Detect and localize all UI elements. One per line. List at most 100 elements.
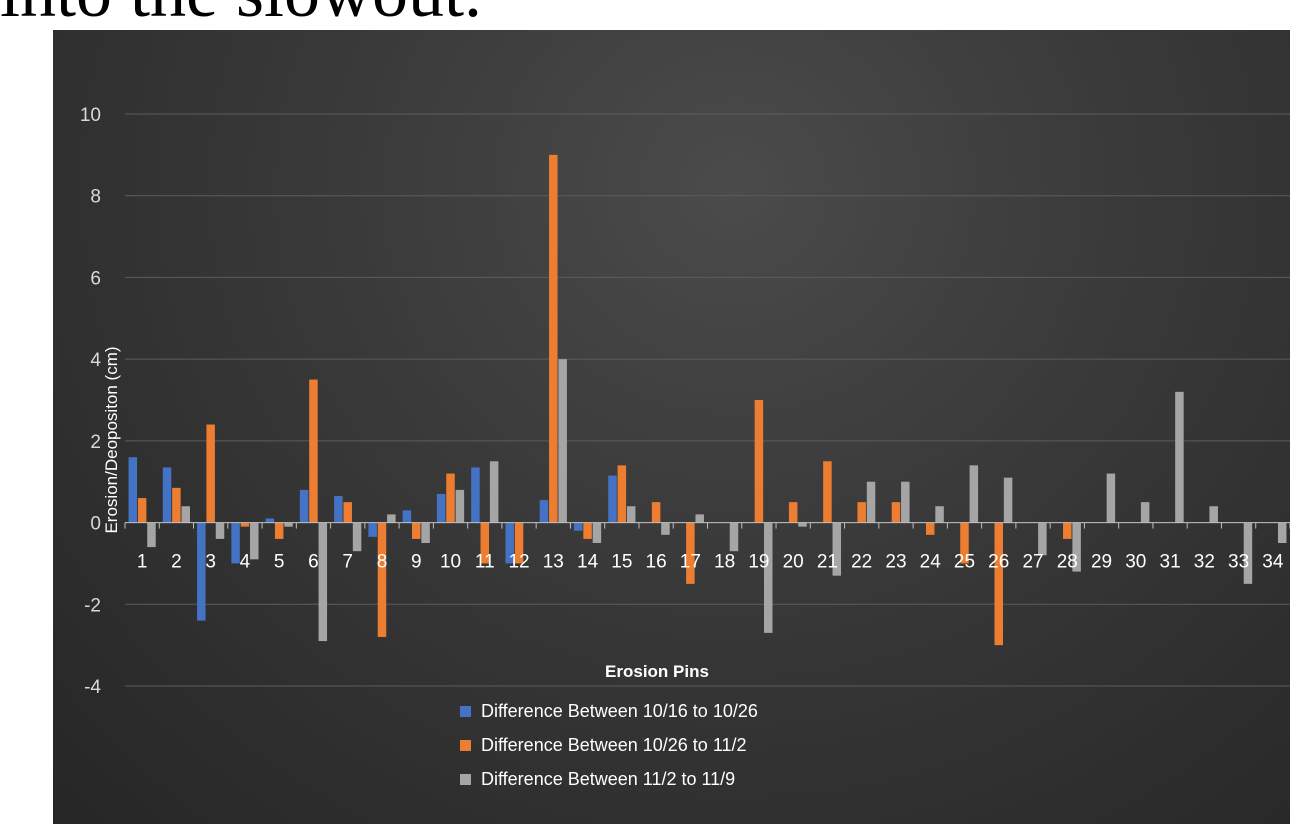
bar-series1-pin-7 bbox=[334, 496, 343, 523]
bar-series3-pin-32 bbox=[1209, 506, 1218, 523]
bar-series2-pin-17 bbox=[686, 522, 695, 584]
bar-series2-pin-25 bbox=[960, 522, 969, 564]
bar-series3-pin-25 bbox=[969, 465, 979, 523]
category-label: 7 bbox=[342, 552, 353, 573]
bar-series3-pin-31 bbox=[1175, 391, 1184, 523]
bar-series3-pin-24 bbox=[935, 506, 944, 523]
category-label: 5 bbox=[274, 552, 285, 573]
legend-swatch bbox=[460, 774, 471, 785]
y-tick-label: 8 bbox=[90, 187, 101, 208]
y-tick-label: 10 bbox=[80, 105, 101, 126]
bar-series3-pin-23 bbox=[901, 481, 910, 523]
y-tick-label: 0 bbox=[90, 514, 101, 535]
bar-series3-pin-9 bbox=[421, 522, 430, 543]
category-label: 16 bbox=[646, 552, 667, 573]
bar-series2-pin-28 bbox=[1063, 522, 1072, 539]
category-label: 22 bbox=[851, 552, 872, 573]
gridlines bbox=[125, 113, 1290, 687]
y-tick-label: 4 bbox=[90, 350, 101, 371]
bar-series2-pin-13 bbox=[549, 154, 558, 523]
category-labels: 1 2 3 4 5 6 7 8 9 10 11 12 13 14 15 16 17 18 19 20 21 22 23 24 2… bbox=[137, 552, 1284, 573]
legend-entry: Difference Between 11/2 to 11/9 bbox=[481, 769, 735, 789]
bar-series1-pin-4 bbox=[231, 522, 240, 564]
bar-series2-pin-26 bbox=[994, 522, 1003, 646]
bar-series3-pin-4 bbox=[250, 522, 259, 560]
category-label: 12 bbox=[508, 552, 529, 573]
bar-series3-pin-13 bbox=[558, 359, 567, 523]
category-label: 10 bbox=[440, 552, 461, 573]
bar-series3-pin-5 bbox=[284, 522, 293, 527]
category-label: 21 bbox=[817, 552, 838, 573]
bar-series3-pin-8 bbox=[387, 514, 396, 523]
bar-series3-pin-17 bbox=[695, 514, 704, 523]
bar-series1-pin-5 bbox=[265, 518, 275, 523]
bar-series2-pin-5 bbox=[274, 522, 284, 539]
bar-series3-pin-15 bbox=[626, 506, 636, 523]
category-label: 9 bbox=[411, 552, 422, 573]
bar-series1-pin-15 bbox=[608, 475, 617, 523]
bar-series2-pin-11 bbox=[480, 522, 490, 564]
legend-swatch bbox=[460, 740, 471, 751]
bar-series2-pin-20 bbox=[788, 502, 798, 523]
category-label: 15 bbox=[611, 552, 632, 573]
category-label: 17 bbox=[680, 552, 701, 573]
bar-series2-pin-10 bbox=[446, 473, 455, 523]
bar-series3-pin-28 bbox=[1072, 522, 1081, 572]
bar-series3-pin-3 bbox=[215, 522, 225, 539]
bar-series3-pin-21 bbox=[832, 522, 842, 576]
bar-series3-pin-2 bbox=[181, 506, 190, 523]
bar-series1-pin-9 bbox=[402, 510, 412, 523]
bar-series1-pin-3 bbox=[197, 522, 206, 621]
bar-series3-pin-27 bbox=[1038, 522, 1047, 556]
category-label: 27 bbox=[1022, 552, 1043, 573]
category-label: 28 bbox=[1057, 552, 1078, 573]
category-label: 13 bbox=[543, 552, 564, 573]
bar-series1-pin-1 bbox=[128, 457, 138, 523]
chart-area: -4 -2 0 2 4 6 8 10 1 2 3 4 5 6 7 8 9 10 11 12 13 14 15 16 17 18 1… bbox=[53, 30, 1290, 824]
bar-series2-pin-2 bbox=[172, 487, 181, 523]
bar-series3-pin-6 bbox=[318, 522, 328, 642]
category-label: 8 bbox=[377, 552, 388, 573]
bar-series1-pin-12 bbox=[505, 522, 514, 564]
bar-series3-pin-22 bbox=[866, 481, 876, 523]
bar-series3-pin-16 bbox=[661, 522, 670, 535]
y-tick-label: 2 bbox=[90, 432, 101, 453]
bar-series3-pin-30 bbox=[1140, 502, 1150, 523]
bar-series2-pin-9 bbox=[412, 522, 421, 539]
bar-series2-pin-22 bbox=[857, 502, 866, 523]
category-label: 32 bbox=[1194, 552, 1215, 573]
background-heading-text: into the slowout. bbox=[0, 0, 1290, 28]
bar-series1-pin-13 bbox=[539, 500, 549, 523]
bar-series2-pin-6 bbox=[309, 379, 318, 523]
bar-series3-pin-10 bbox=[455, 489, 465, 523]
y-axis-label: Erosion/Deopositon (cm) bbox=[102, 346, 121, 533]
y-tick-label: -4 bbox=[84, 677, 101, 698]
bar-series2-pin-14 bbox=[583, 522, 592, 539]
bar-series2-pin-12 bbox=[514, 522, 524, 564]
bar-series2-pin-21 bbox=[823, 461, 832, 523]
category-label: 4 bbox=[240, 552, 251, 573]
legend-entry: Difference Between 10/26 to 11/2 bbox=[481, 735, 747, 755]
bar-series1-pin-11 bbox=[471, 467, 480, 523]
bar-series1-pin-8 bbox=[368, 522, 377, 537]
category-label: 20 bbox=[783, 552, 804, 573]
bar-series3-pin-18 bbox=[729, 522, 739, 552]
category-label: 26 bbox=[988, 552, 1009, 573]
category-label: 29 bbox=[1091, 552, 1112, 573]
bar-series1-pin-14 bbox=[573, 522, 583, 531]
bar-series3-pin-11 bbox=[489, 461, 499, 523]
category-label: 24 bbox=[920, 552, 942, 573]
bar-series2-pin-23 bbox=[891, 502, 901, 523]
bar-series3-pin-34 bbox=[1277, 522, 1287, 543]
legend-swatch bbox=[460, 706, 471, 717]
bar-series3-pin-33 bbox=[1243, 522, 1253, 584]
category-label: 34 bbox=[1262, 552, 1284, 573]
bar-series2-pin-3 bbox=[206, 424, 215, 523]
bar-series3-pin-26 bbox=[1003, 477, 1013, 523]
bar-series3-pin-14 bbox=[592, 522, 602, 543]
x-axis-label: Erosion Pins bbox=[605, 662, 709, 681]
y-tick-label: -2 bbox=[84, 595, 101, 616]
category-label: 18 bbox=[714, 552, 735, 573]
bar-series3-pin-1 bbox=[147, 522, 156, 548]
